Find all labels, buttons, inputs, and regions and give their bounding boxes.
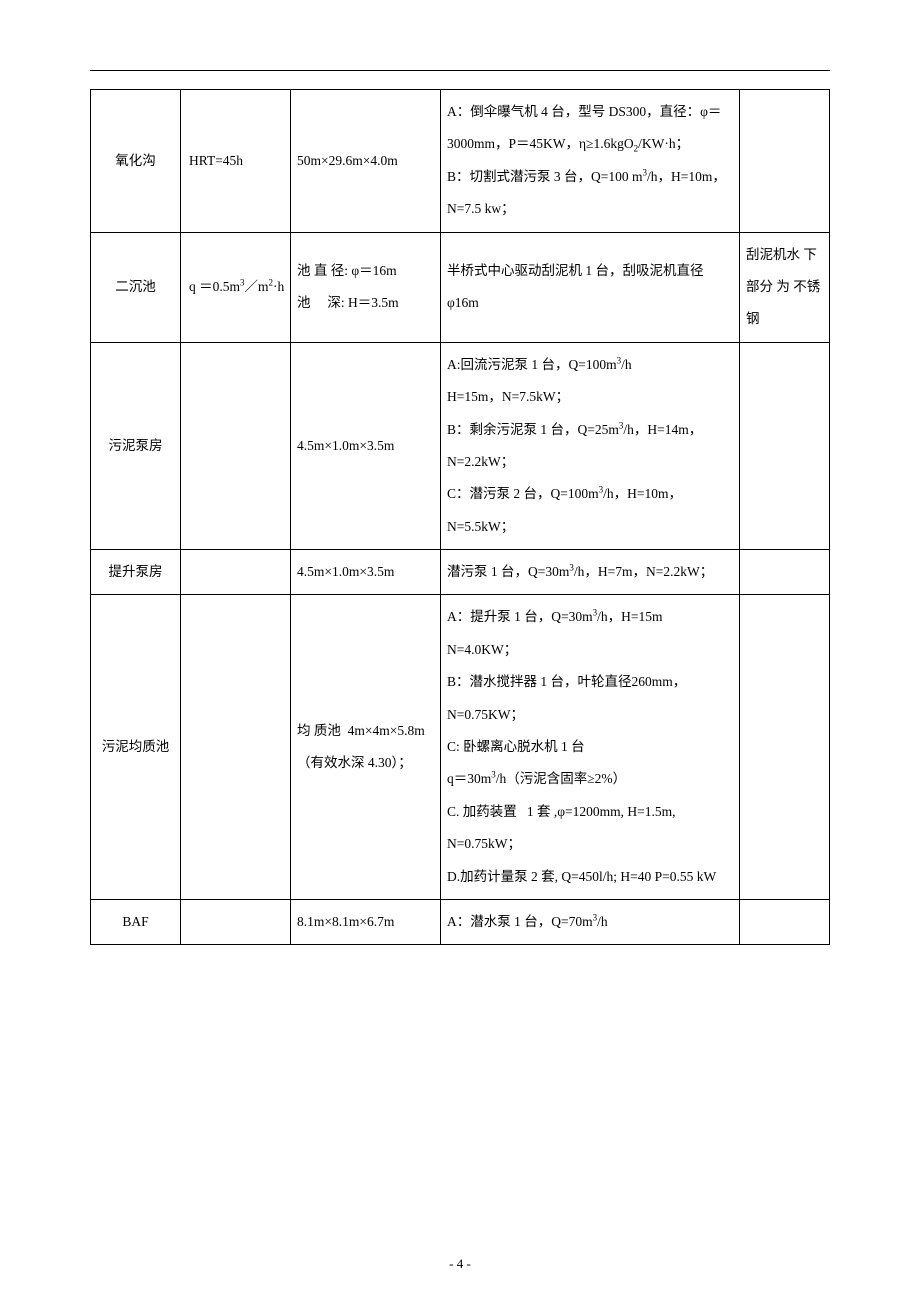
table-row: BAF 8.1m×8.1m×6.7m A：潜水泵 1 台，Q=70m3/h — [91, 899, 830, 944]
table-row: 二沉池 q ＝0.5m3／m2·h 池 直 径: φ＝16m池 深: H＝3.5… — [91, 232, 830, 342]
cell-name: 污泥均质池 — [91, 595, 181, 900]
cell-equip: A：倒伞曝气机 4 台，型号 DS300，直径：φ＝3000mm，P＝45KW，… — [441, 90, 740, 233]
cell-dims: 50m×29.6m×4.0m — [291, 90, 441, 233]
spec-table: 氧化沟 HRT=45h 50m×29.6m×4.0m A：倒伞曝气机 4 台，型… — [90, 89, 830, 945]
cell-param — [181, 550, 291, 595]
table-row: 污泥泵房 4.5m×1.0m×3.5m A:回流污泥泵 1 台，Q=100m3/… — [91, 342, 830, 549]
cell-param — [181, 595, 291, 900]
table-row: 提升泵房 4.5m×1.0m×3.5m 潜污泵 1 台，Q=30m3/h，H=7… — [91, 550, 830, 595]
cell-equip: A：提升泵 1 台，Q=30m3/h，H=15m N=4.0KW；B：潜水搅拌器… — [441, 595, 740, 900]
table-row: 氧化沟 HRT=45h 50m×29.6m×4.0m A：倒伞曝气机 4 台，型… — [91, 90, 830, 233]
cell-note — [740, 899, 830, 944]
cell-param — [181, 899, 291, 944]
cell-note — [740, 550, 830, 595]
cell-dims: 8.1m×8.1m×6.7m — [291, 899, 441, 944]
cell-note — [740, 595, 830, 900]
cell-name: 提升泵房 — [91, 550, 181, 595]
cell-dims: 池 直 径: φ＝16m池 深: H＝3.5m — [291, 232, 441, 342]
cell-equip: A：潜水泵 1 台，Q=70m3/h — [441, 899, 740, 944]
cell-dims: 4.5m×1.0m×3.5m — [291, 550, 441, 595]
cell-name: 二沉池 — [91, 232, 181, 342]
cell-param: q ＝0.5m3／m2·h — [181, 232, 291, 342]
cell-param: HRT=45h — [181, 90, 291, 233]
cell-note: 刮泥机水 下部分 为 不锈钢 — [740, 232, 830, 342]
cell-equip: 潜污泵 1 台，Q=30m3/h，H=7m，N=2.2kW； — [441, 550, 740, 595]
page-number: - 4 - — [0, 1256, 920, 1272]
cell-name: 污泥泵房 — [91, 342, 181, 549]
cell-name: BAF — [91, 899, 181, 944]
table-row: 污泥均质池 均 质池 4m×4m×5.8m（有效水深 4.30）； A：提升泵 … — [91, 595, 830, 900]
cell-note — [740, 342, 830, 549]
cell-equip: 半桥式中心驱动刮泥机 1 台，刮吸泥机直径 φ16m — [441, 232, 740, 342]
cell-equip: A:回流污泥泵 1 台，Q=100m3/hH=15m，N=7.5kW；B：剩余污… — [441, 342, 740, 549]
cell-dims: 4.5m×1.0m×3.5m — [291, 342, 441, 549]
header-rule — [90, 70, 830, 71]
cell-param — [181, 342, 291, 549]
cell-dims: 均 质池 4m×4m×5.8m（有效水深 4.30）； — [291, 595, 441, 900]
cell-name: 氧化沟 — [91, 90, 181, 233]
cell-note — [740, 90, 830, 233]
